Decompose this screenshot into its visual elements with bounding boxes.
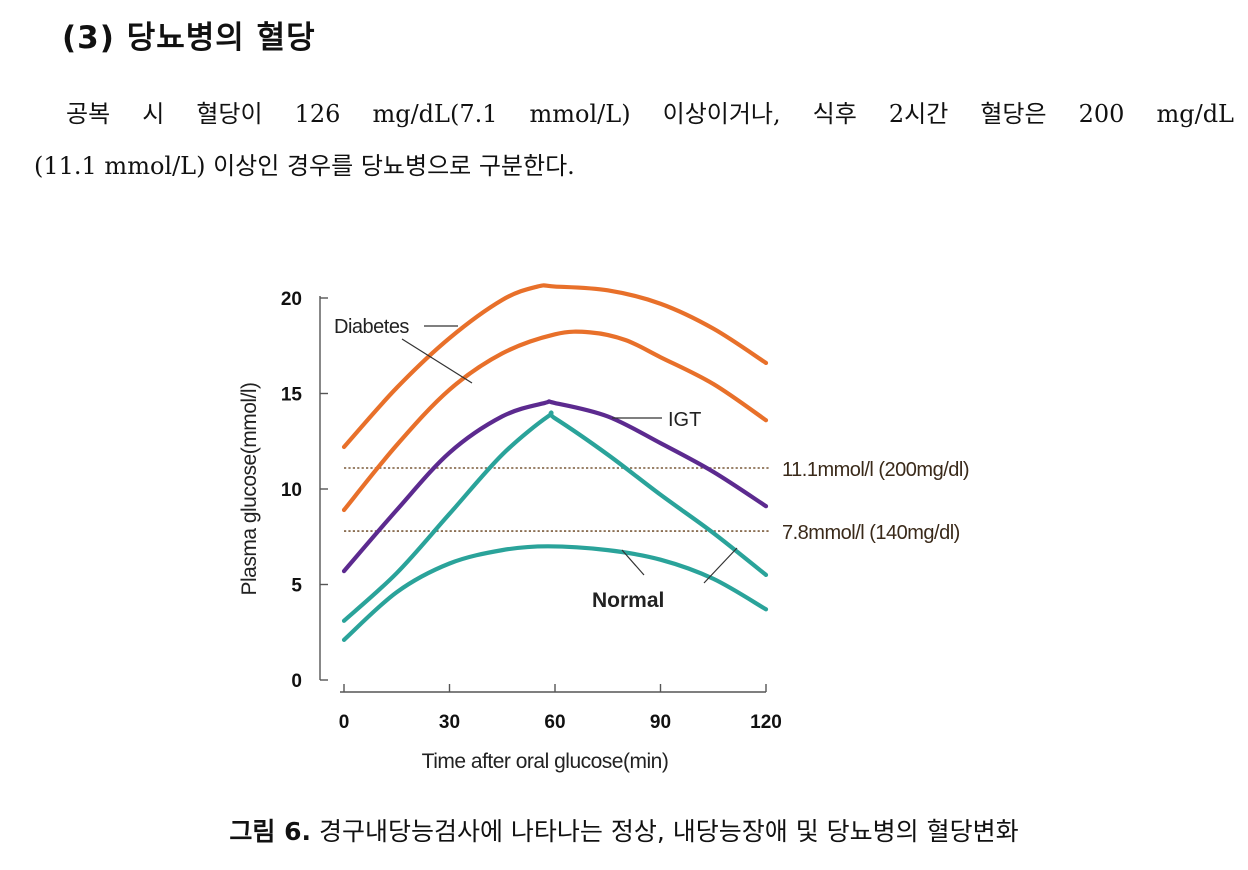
x-tick-label: 60 — [544, 712, 565, 733]
leader-normal-lower — [621, 549, 645, 576]
y-tick-label: 20 — [281, 289, 302, 310]
y-axis-title: Plasma glucose(mmol/l) — [238, 382, 261, 595]
leader-diabetes-lower — [401, 338, 473, 384]
x-axis-title: Time after oral glucose(min) — [422, 750, 669, 773]
section-heading: (3) 당뇨병의 혈당 — [62, 20, 316, 56]
x-tick-label: 120 — [750, 712, 782, 733]
series-line-diabetes — [341, 283, 769, 450]
series-line-igt — [341, 399, 769, 574]
figure-label: 그림 6. — [229, 817, 311, 846]
threshold-label: 7.8mmol/l (140mg/dl) — [782, 522, 960, 544]
figure-caption: 그림 6. 경구내당능검사에 나타나는 정상, 내당능장애 및 당뇨병의 혈당변… — [0, 812, 1248, 848]
paragraph-line-2: (11.1 mmol/L) 이상인 경우를 당뇨병으로 구분한다. — [34, 152, 575, 180]
y-tick-label: 15 — [281, 385, 303, 406]
series-line-normal — [341, 410, 769, 623]
series-line-diabetes — [341, 329, 769, 513]
paragraph-line-1: 공복 시 혈당이 126 mg/dL(7.1 mmol/L) 이상이거나, 식후… — [66, 100, 1234, 128]
series-line-normal — [341, 544, 769, 642]
leader-normal-upper — [703, 547, 738, 584]
figure-caption-text: 경구내당능검사에 나타나는 정상, 내당능장애 및 당뇨병의 혈당변화 — [318, 817, 1019, 846]
x-tick-label: 90 — [650, 712, 671, 733]
label-diabetes: Diabetes — [334, 316, 409, 338]
x-tick-label: 30 — [439, 712, 460, 733]
glucose-tolerance-chart: 0 5 10 15 20 0 30 60 90 120 Time after oral glucos… — [238, 283, 969, 773]
body-paragraph: 공복 시 혈당이 126 mg/dL(7.1 mmol/L) 이상이거나, 식후… — [34, 88, 1234, 192]
threshold-label: 11.1mmol/l (200mg/dl) — [782, 459, 969, 481]
label-normal: Normal — [592, 589, 664, 612]
x-tick-label: 0 — [339, 712, 350, 733]
y-tick-label: 5 — [291, 576, 302, 597]
label-igt: IGT — [668, 409, 701, 431]
y-tick-label: 0 — [291, 671, 302, 692]
y-tick-label: 10 — [281, 480, 302, 501]
